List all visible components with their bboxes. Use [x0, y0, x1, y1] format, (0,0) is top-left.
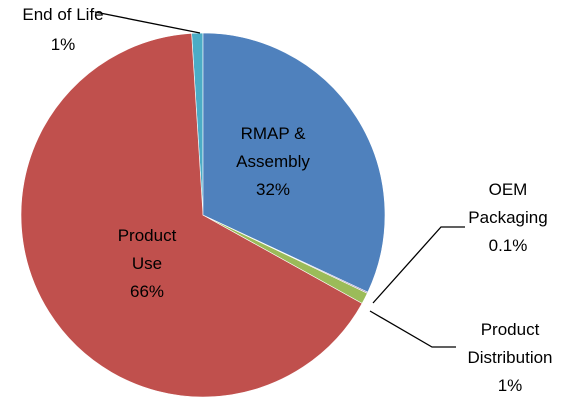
slice-label: Product Use 66% — [107, 222, 187, 306]
pie-slice — [20, 33, 363, 398]
value-label: 1% — [50, 35, 76, 54]
category-name: Product Use — [117, 226, 177, 273]
category-name: OEM Packaging — [468, 180, 548, 227]
category-name: End of Life — [22, 5, 104, 24]
slice-label: RMAP & Assembly 32% — [223, 120, 323, 204]
leader-line — [94, 11, 201, 34]
value-label: 32% — [255, 180, 291, 199]
pie-slice — [202, 32, 386, 293]
value-label: 1% — [497, 376, 523, 395]
value-label: 0.1% — [488, 236, 528, 255]
slice-label: Product Distribution 1% — [455, 316, 561, 400]
category-name: RMAP & Assembly — [236, 124, 310, 171]
leader-line — [369, 310, 456, 348]
slice-label: OEM Packaging 0.1% — [462, 176, 554, 260]
value-label: 66% — [129, 282, 165, 301]
slice-label: End of Life 1% — [0, 0, 126, 60]
leader-line — [372, 226, 465, 304]
category-name: Product Distribution — [467, 320, 553, 367]
